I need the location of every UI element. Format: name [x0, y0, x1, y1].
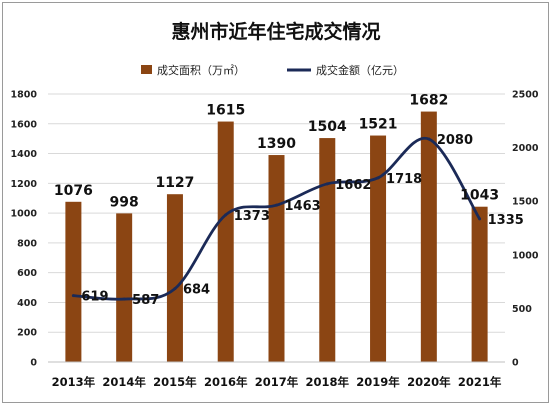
x-category-label: 2017年 [255, 375, 299, 389]
chart-frame [2, 2, 549, 403]
line-point [275, 203, 278, 207]
line-point [173, 287, 177, 291]
x-category-label: 2021年 [458, 375, 502, 389]
x-category-label: 2019年 [356, 375, 400, 389]
line-point [71, 294, 75, 298]
bar-value-label: 1043 [460, 188, 499, 204]
bar-value-label: 1615 [206, 103, 245, 119]
bar [370, 135, 387, 362]
line-point [122, 297, 126, 301]
legend-bar-swatch [141, 65, 152, 74]
bar [471, 206, 488, 362]
y-left-tick-label: 0 [30, 358, 37, 369]
bar-value-label: 1076 [54, 183, 93, 199]
bar [166, 194, 183, 362]
chart-title: 惠州市近年住宅成交情况 [171, 20, 380, 43]
x-category-label: 2016年 [204, 375, 248, 389]
line-value-label: 1373 [234, 209, 270, 224]
y-left-tick-label: 1800 [11, 90, 38, 101]
y-left-tick-label: 1000 [11, 209, 38, 220]
bar [116, 213, 133, 362]
legend-bar-label: 成交面积（万㎡） [157, 63, 245, 77]
bar-value-label: 1504 [308, 119, 347, 135]
y-left-tick-label: 1200 [11, 179, 38, 190]
line-point [376, 176, 380, 180]
y-right-tick-label: 1500 [512, 197, 539, 208]
line-point [224, 213, 228, 217]
line-value-label: 587 [132, 293, 159, 308]
bar-value-label: 998 [110, 194, 139, 210]
bar-value-label: 1390 [257, 136, 296, 152]
y-right-tick-label: 2000 [512, 143, 539, 154]
x-category-label: 2013年 [52, 375, 96, 389]
bar-value-label: 1521 [359, 117, 398, 133]
line-value-label: 2080 [437, 133, 473, 148]
x-category-label: 2015年 [153, 375, 197, 389]
line-value-label: 1335 [488, 213, 524, 228]
line-value-label: 1463 [285, 199, 321, 214]
legend-line-label: 成交金额（亿元） [316, 63, 404, 77]
legend: 成交面积（万㎡） 成交金额（亿元） [141, 63, 404, 77]
line-value-label: 684 [183, 283, 210, 298]
y-right-tick-label: 0 [512, 358, 519, 369]
y-left-tick-label: 1600 [11, 119, 38, 130]
y-left-tick-label: 800 [17, 238, 37, 249]
line-value-label: 1718 [386, 172, 422, 187]
line-value-label: 619 [81, 290, 108, 305]
y-left-tick-label: 400 [17, 298, 37, 309]
bar-value-label: 1682 [409, 93, 448, 109]
y-left-tick-label: 1400 [11, 149, 38, 160]
y-left-tick-label: 200 [17, 328, 37, 339]
bar-value-label: 1127 [155, 175, 194, 191]
bar [268, 155, 285, 362]
bar [217, 121, 234, 363]
x-category-label: 2018年 [306, 375, 350, 389]
y-left-tick-label: 600 [17, 268, 37, 279]
line-point [478, 217, 482, 221]
bar [65, 201, 82, 362]
y-right-tick-label: 1000 [512, 250, 539, 261]
y-right-tick-label: 500 [512, 304, 532, 315]
line-value-label: 1662 [335, 178, 371, 193]
bar [420, 111, 437, 363]
x-category-label: 2014年 [102, 375, 146, 389]
x-category-label: 2020年 [407, 375, 451, 389]
bar [319, 138, 336, 362]
line-point [427, 137, 431, 141]
y-right-tick-label: 2500 [512, 90, 539, 101]
line-point [325, 182, 329, 186]
